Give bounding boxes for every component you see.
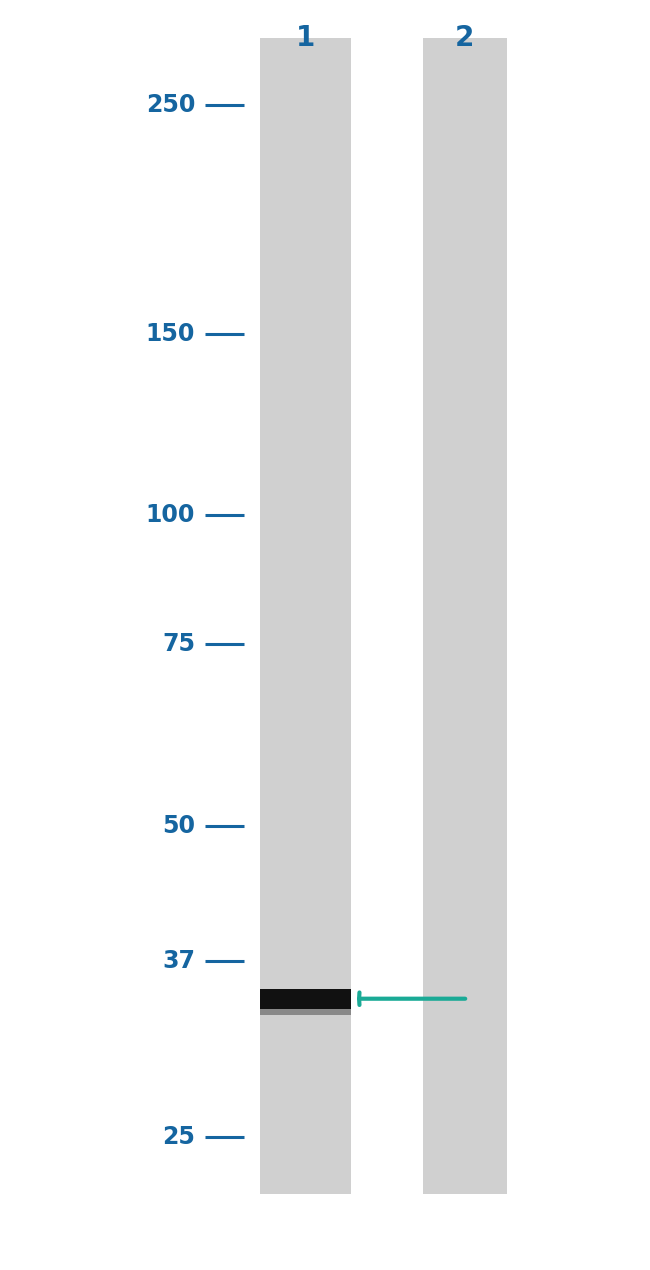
Bar: [422, 38, 507, 1194]
Text: 37: 37: [162, 949, 195, 973]
Text: 2: 2: [455, 24, 474, 52]
Text: 250: 250: [146, 93, 195, 117]
Text: 1: 1: [296, 24, 315, 52]
Bar: [260, 988, 351, 1008]
Text: 75: 75: [162, 632, 195, 657]
Text: 150: 150: [146, 321, 195, 345]
Text: 50: 50: [162, 814, 195, 838]
Bar: [260, 38, 351, 1194]
Text: 25: 25: [162, 1124, 195, 1148]
Text: 100: 100: [146, 503, 195, 527]
Bar: [260, 1008, 351, 1015]
